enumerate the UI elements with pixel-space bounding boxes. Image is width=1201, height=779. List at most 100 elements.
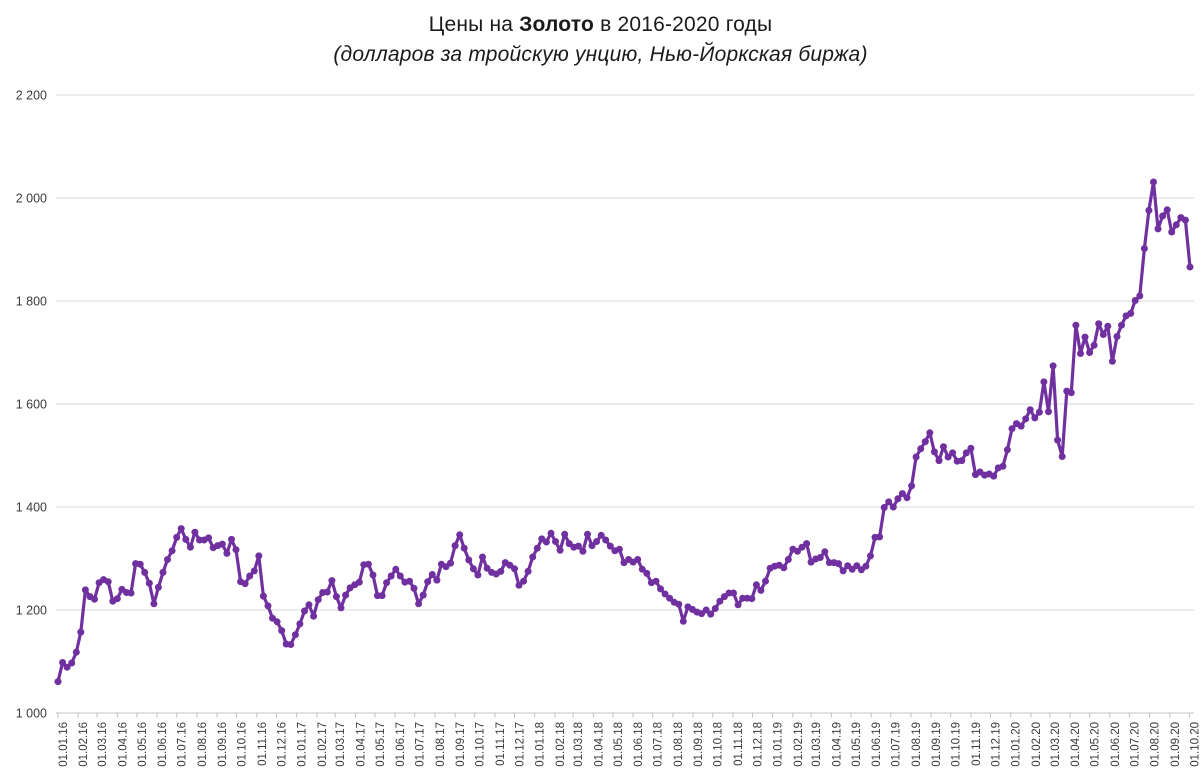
x-tick-label: 01.08.17: [435, 722, 447, 767]
data-point-marker: [515, 581, 523, 589]
data-point-marker: [456, 531, 464, 539]
data-point-marker: [323, 588, 331, 596]
data-point-marker: [1172, 221, 1180, 229]
data-point-marker: [752, 581, 760, 589]
x-tick-label: 01.08.19: [911, 722, 923, 767]
data-point-marker: [999, 462, 1007, 470]
data-point-marker: [593, 538, 601, 545]
data-point-marker: [104, 578, 112, 586]
data-point-marker: [474, 571, 482, 579]
chart-subtitle: (долларов за тройскую унцию, Нью-Йоркска…: [333, 43, 868, 66]
data-point-marker: [337, 604, 345, 612]
x-tick-label: 01.09.17: [455, 722, 467, 767]
data-point-marker: [1081, 333, 1089, 341]
data-point-marker: [917, 445, 925, 453]
x-tick-label: 01.08.20: [1150, 722, 1162, 767]
gold-price-line: [56, 180, 1192, 684]
data-point-marker: [666, 594, 674, 602]
x-tick-label: 01.10.20: [1189, 722, 1201, 767]
data-point-marker: [406, 577, 413, 585]
data-point-marker: [465, 556, 473, 564]
data-point-marker: [479, 553, 486, 561]
y-tick-label: 1 800: [16, 295, 47, 309]
x-tick-label: 01.05.16: [137, 722, 149, 767]
x-tick-label: 01.02.17: [317, 722, 329, 767]
y-tick-label: 1 000: [16, 707, 47, 721]
data-point-marker: [921, 438, 929, 446]
data-point-marker: [364, 560, 372, 568]
x-tick-label: 01.07.16: [177, 722, 189, 767]
data-point-marker: [716, 597, 724, 605]
data-point-marker: [1136, 292, 1144, 300]
x-tick-label: 01.02.16: [78, 722, 90, 767]
data-point-marker: [273, 618, 281, 626]
x-tick-label: 01.11.19: [971, 722, 983, 766]
x-tick-label: 01.01.17: [297, 722, 309, 767]
data-point-marker: [958, 457, 966, 465]
x-tick-label: 01.04.16: [117, 722, 129, 767]
data-point-marker: [1022, 415, 1030, 423]
x-tick-label: 01.07.19: [891, 722, 903, 767]
x-tick-label: 01.11.18: [733, 722, 745, 766]
y-tick-label: 2 000: [16, 192, 47, 206]
data-point-marker: [1168, 228, 1176, 236]
data-point-marker: [497, 567, 505, 575]
data-point-marker: [250, 567, 258, 575]
data-point-marker: [835, 560, 842, 568]
data-point-marker: [520, 577, 528, 585]
data-point-marker: [638, 565, 646, 573]
x-tick-label: 01.01.18: [535, 722, 547, 767]
data-point-marker: [141, 568, 149, 576]
data-point-marker: [68, 659, 76, 667]
x-tick-label: 01.04.20: [1070, 722, 1082, 767]
data-point-marker: [410, 584, 418, 592]
data-point-marker: [232, 546, 240, 554]
data-point-marker: [784, 556, 792, 563]
data-point-marker: [228, 535, 235, 543]
data-point-marker: [483, 564, 491, 572]
x-tick-label: 01.10.16: [237, 722, 249, 767]
data-point-marker: [383, 579, 391, 587]
chart-title-prefix: Цены на: [428, 13, 520, 36]
x-tick-label: 01.06.19: [871, 722, 883, 767]
data-point-marker: [113, 595, 121, 603]
data-point-marker: [127, 589, 135, 597]
data-point-marker: [278, 627, 286, 635]
data-point-marker: [634, 556, 642, 563]
data-point-marker: [903, 494, 911, 502]
data-point-marker: [748, 595, 756, 603]
data-point-marker: [310, 612, 318, 620]
data-point-marker: [332, 593, 340, 601]
x-tick-label: 01.12.16: [276, 722, 288, 767]
data-point-marker: [1090, 341, 1098, 349]
data-point-marker: [606, 542, 614, 550]
x-tick-label: 01.05.20: [1090, 722, 1102, 767]
data-point-marker: [935, 457, 943, 465]
x-tick-label: 01.09.20: [1170, 722, 1182, 767]
data-point-marker: [291, 631, 299, 639]
data-point-marker: [574, 542, 582, 550]
data-point-marker: [588, 542, 596, 550]
data-point-marker: [524, 567, 532, 575]
x-tick-label: 01.05.19: [851, 722, 863, 767]
data-point-marker: [711, 605, 719, 612]
data-point-marker: [542, 538, 550, 546]
data-point-marker: [679, 617, 687, 625]
data-point-marker: [419, 591, 427, 599]
x-tick-label: 01.02.18: [555, 722, 567, 767]
x-tick-label: 01.04.17: [355, 722, 367, 767]
x-tick-label: 01.12.18: [752, 722, 764, 767]
data-point-marker: [1118, 321, 1125, 329]
data-point-marker: [415, 600, 423, 608]
data-point-marker: [428, 571, 436, 578]
data-point-marker: [186, 543, 194, 551]
x-tick-label: 01.11.17: [495, 722, 507, 766]
x-tick-label: 01.04.19: [831, 722, 843, 767]
data-point-marker: [547, 529, 555, 537]
data-point-marker: [1003, 446, 1011, 454]
data-point-marker: [898, 490, 906, 498]
data-point-marker: [734, 601, 742, 609]
data-point-marker: [1181, 216, 1189, 224]
data-point-marker: [369, 571, 377, 579]
